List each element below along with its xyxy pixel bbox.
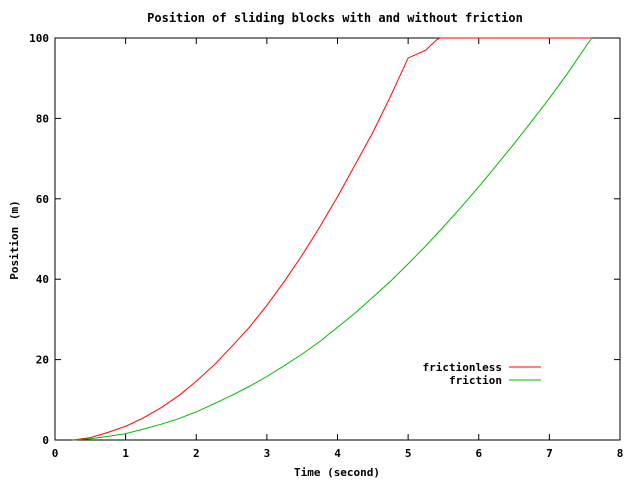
x-tick-label: 5 xyxy=(405,447,412,460)
x-axis-label: Time (second) xyxy=(294,466,380,479)
y-tick-label: 60 xyxy=(36,193,49,206)
y-axis-label: Position (m) xyxy=(8,200,21,279)
x-tick-label: 6 xyxy=(475,447,482,460)
y-tick-label: 20 xyxy=(36,354,49,367)
series-layer xyxy=(72,37,593,441)
y-axis: 0 20 40 60 80 100 xyxy=(29,32,620,447)
legend-label-frictionless: frictionless xyxy=(423,361,502,374)
x-axis: 0 1 2 3 4 5 6 7 8 xyxy=(52,38,624,460)
x-tick-label: 7 xyxy=(546,447,553,460)
y-tick-label: 80 xyxy=(36,112,49,125)
x-tick-label: 0 xyxy=(52,447,59,460)
legend-label-friction: friction xyxy=(449,374,502,387)
x-tick-label: 1 xyxy=(122,447,129,460)
x-tick-label: 2 xyxy=(193,447,200,460)
y-tick-label: 0 xyxy=(42,434,49,447)
x-tick-label: 4 xyxy=(334,447,341,460)
x-tick-label: 8 xyxy=(617,447,624,460)
chart-title: Position of sliding blocks with and with… xyxy=(147,11,523,25)
series-line-frictionless xyxy=(72,37,592,441)
series-line-friction xyxy=(72,37,593,441)
x-tick-label: 3 xyxy=(264,447,271,460)
y-tick-label: 40 xyxy=(36,273,49,286)
y-tick-label: 100 xyxy=(29,32,49,45)
